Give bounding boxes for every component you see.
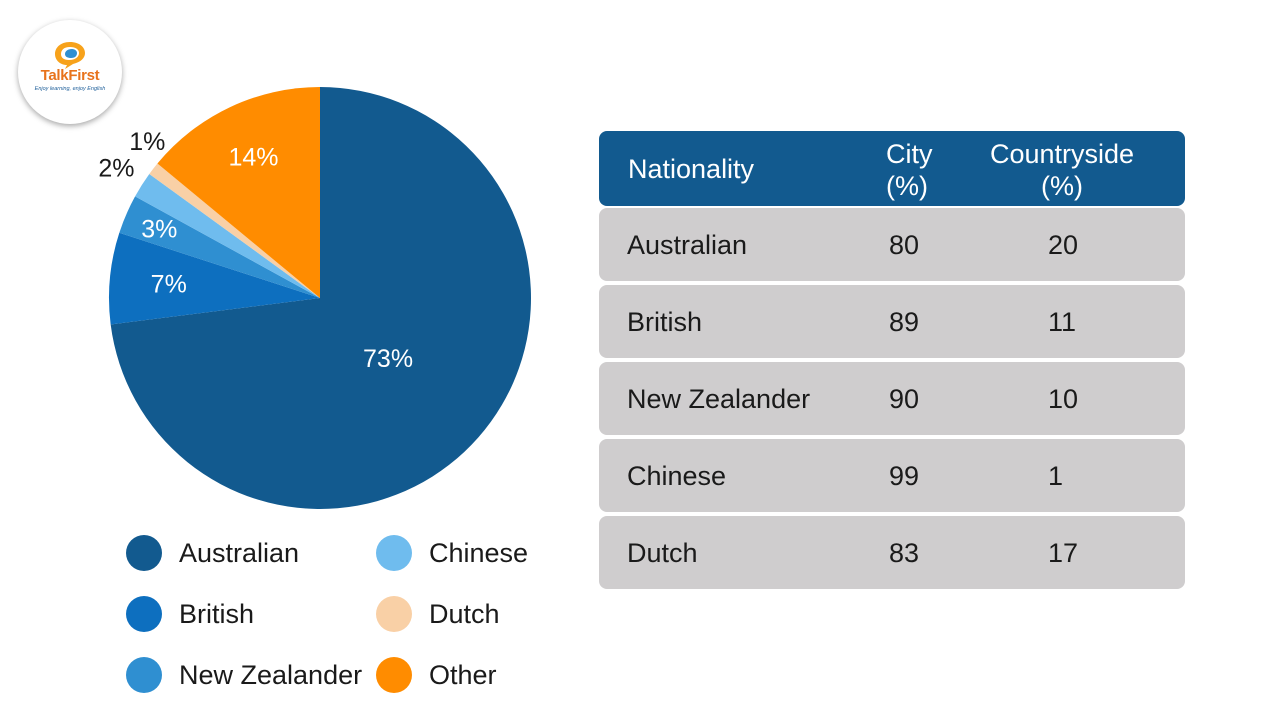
slice-label-british: 7%: [151, 271, 187, 299]
slice-label-australian: 73%: [363, 345, 413, 373]
header-nationality: Nationality: [628, 154, 755, 184]
legend-label: Chinese: [429, 537, 529, 568]
pie-slice-new-zealander: [119, 196, 320, 298]
logo-tagline: Enjoy learning, enjoy English: [34, 86, 106, 92]
slice-label-other: 14%: [228, 144, 278, 172]
header-city: City (%): [886, 139, 933, 201]
cell-nationality: Australian: [627, 230, 748, 260]
data-table: Nationality City (%) Countryside (%) Aus…: [599, 131, 1185, 589]
pie-slice-chinese: [135, 173, 320, 298]
legend-item-british: British: [126, 594, 254, 634]
cell-nationality: British: [627, 307, 703, 337]
legend-swatch: [376, 535, 412, 571]
cell-countryside: 17: [1048, 538, 1079, 568]
cell-city: 83: [889, 538, 920, 568]
legend-label: New Zealander: [179, 659, 363, 690]
legend-swatch: [376, 596, 412, 632]
table-row: British 89 11: [599, 285, 1185, 358]
cell-city: 89: [889, 307, 920, 337]
legend-item-australian: Australian: [126, 533, 299, 573]
cell-city: 90: [889, 384, 920, 414]
cell-countryside: 11: [1048, 307, 1077, 337]
slice-label-new-zealander: 3%: [141, 215, 177, 243]
header-countryside: Countryside (%): [989, 139, 1135, 201]
legend-item-dutch: Dutch: [376, 594, 500, 634]
table-row: Dutch 83 17: [599, 516, 1185, 589]
legend-item-new-zealander: New Zealander: [126, 655, 362, 695]
table-row: Australian 80 20: [599, 208, 1185, 281]
legend-swatch: [126, 596, 162, 632]
logo-name: TalkFirst: [40, 67, 100, 84]
cell-countryside: 10: [1048, 384, 1079, 414]
legend-label: Australian: [179, 537, 300, 568]
legend-label: British: [179, 598, 255, 629]
pie-chart: 73% 7% 3% 2%1% 14%: [98, 87, 532, 509]
cell-city: 80: [889, 230, 920, 260]
cell-nationality: Chinese: [627, 461, 727, 491]
pie-slice-australian: [110, 87, 532, 509]
talkfirst-logo: TalkFirst Enjoy learning, enjoy English: [18, 20, 122, 124]
slice-label-dutch: 1%: [129, 128, 165, 156]
pie-slice-dutch: [149, 163, 320, 298]
slice-label-chinese: 2%: [98, 154, 134, 182]
legend-swatch: [376, 657, 412, 693]
legend-item-chinese: Chinese: [376, 533, 528, 573]
pie-slice-british: [109, 232, 321, 325]
legend-label: Other: [429, 659, 497, 690]
cell-nationality: Dutch: [627, 538, 698, 568]
table-row: Chinese 99 1: [599, 439, 1185, 512]
pie-slice-other: [157, 87, 320, 298]
legend-item-other: Other: [376, 655, 497, 695]
cell-nationality: New Zealander: [627, 384, 811, 414]
cell-countryside: 20: [1048, 230, 1079, 260]
speech-bubble-icon: [55, 42, 85, 69]
legend-swatch: [126, 657, 162, 693]
legend-label: Dutch: [429, 598, 500, 629]
cell-countryside: 1: [1048, 461, 1064, 491]
table-row: New Zealander 90 10: [599, 362, 1185, 435]
table-header: Nationality City (%) Countryside (%): [599, 131, 1185, 206]
cell-city: 99: [889, 461, 920, 491]
legend-swatch: [126, 535, 162, 571]
